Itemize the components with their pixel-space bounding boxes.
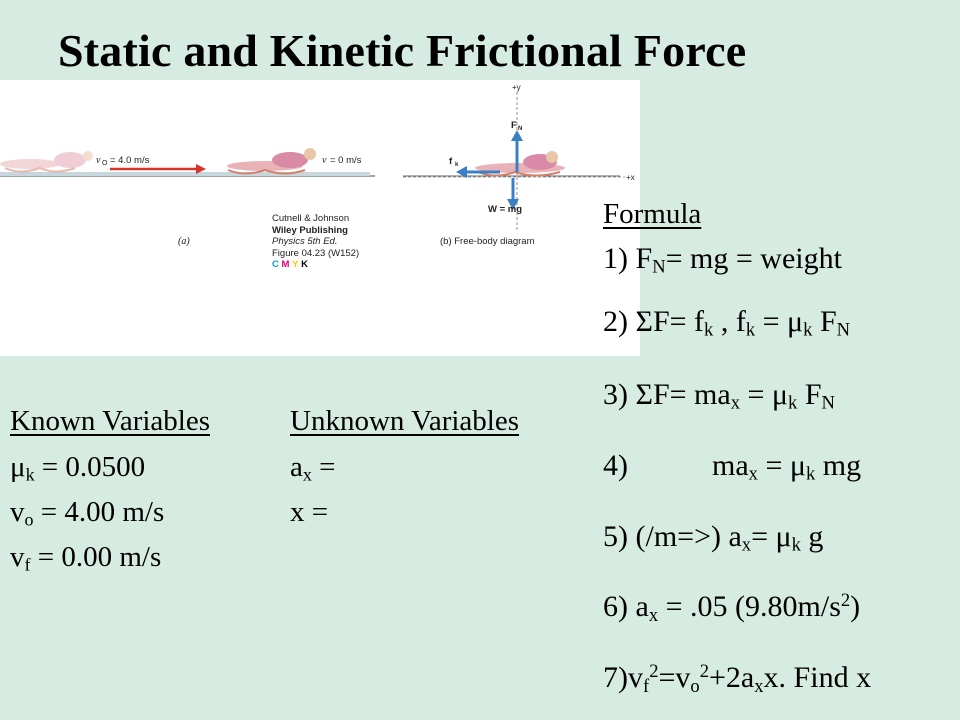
sliding-person-fbd bbox=[475, 151, 565, 177]
unknown-x: x = bbox=[290, 496, 329, 528]
friction-arrowhead bbox=[456, 166, 467, 178]
credit-authors: Cutnell & Johnson bbox=[272, 213, 350, 224]
svg-text:O: O bbox=[102, 160, 108, 167]
formula-2: 2) ΣF= fk , fk = μk FN bbox=[603, 305, 851, 341]
vo-label: = 4.0 m/s bbox=[110, 155, 150, 166]
formula-1: 1) FN= mg = weight bbox=[603, 242, 842, 278]
sliding-person-stop bbox=[227, 148, 316, 175]
cmyk-y: Y bbox=[292, 259, 299, 270]
fn-label: F bbox=[511, 120, 517, 131]
credit-book: Physics 5th Ed. bbox=[272, 236, 338, 247]
vo-symbol: v bbox=[96, 155, 101, 166]
v-label: = 0 m/s bbox=[330, 155, 362, 166]
plus-y-label: +y bbox=[512, 83, 521, 92]
textbook-figure: v O = 4.0 m/s v = 0 m/s +y +x F N bbox=[0, 80, 640, 356]
vo-value: = 4.00 m/s bbox=[33, 496, 165, 528]
cmyk-k: K bbox=[301, 259, 308, 270]
known-variables-heading: Known Variables bbox=[10, 405, 211, 437]
weight-label: W = mg bbox=[488, 204, 522, 215]
unknown-ax: ax = bbox=[290, 451, 336, 485]
unknown-variables-heading: Unknown Variables bbox=[290, 405, 520, 437]
plus-x-label: +x bbox=[626, 173, 635, 182]
known-mu-k: μk = 0.0500 bbox=[10, 451, 146, 485]
v-symbol: v bbox=[322, 155, 327, 166]
known-vo: vo = 4.00 m/s bbox=[10, 496, 165, 530]
known-vf: vf = 0.00 m/s bbox=[10, 541, 162, 575]
ice-surface bbox=[0, 172, 370, 176]
formula-heading: Formula bbox=[603, 198, 702, 230]
part-b-label: (b) Free-body diagram bbox=[440, 236, 535, 247]
credit-publisher: Wiley Publishing bbox=[272, 224, 348, 236]
velocity-arrowhead bbox=[196, 164, 206, 174]
credit-figure-number: Figure 04.23 (W152) bbox=[272, 247, 360, 259]
svg-text:k: k bbox=[455, 162, 459, 168]
vf-value: = 0.00 m/s bbox=[30, 541, 162, 573]
sliding-person-start bbox=[0, 151, 93, 173]
cmyk-marks: C M Y K bbox=[272, 259, 359, 271]
normal-force-arrowhead bbox=[511, 130, 523, 141]
weight-arrowhead bbox=[507, 199, 519, 210]
figure-credit: Cutnell & Johnson Wiley Publishing Physi… bbox=[272, 213, 359, 271]
formula-3: 3) ΣF= max = μk FN bbox=[603, 378, 835, 414]
ax-eq: = bbox=[311, 451, 336, 483]
slide-title: Static and Kinetic Frictional Force bbox=[58, 25, 747, 76]
fk-label: f bbox=[449, 156, 453, 167]
formula-6: 6) ax = .05 (9.80m/s2) bbox=[603, 590, 861, 626]
figure-illustration: v O = 4.0 m/s v = 0 m/s +y +x F N bbox=[0, 83, 635, 247]
part-a-label: (a) bbox=[178, 236, 190, 247]
cmyk-c: C bbox=[272, 259, 279, 270]
formula-4: 4) max = μk mg bbox=[603, 449, 862, 485]
formula-7: 7)vf2=vo2+2axx. Find x bbox=[603, 661, 872, 697]
formula-5: 5) (/m=>) ax= μk g bbox=[603, 520, 824, 556]
cmyk-m: M bbox=[281, 259, 290, 270]
mu-k-value: = 0.0500 bbox=[34, 451, 146, 483]
svg-text:N: N bbox=[518, 126, 522, 132]
